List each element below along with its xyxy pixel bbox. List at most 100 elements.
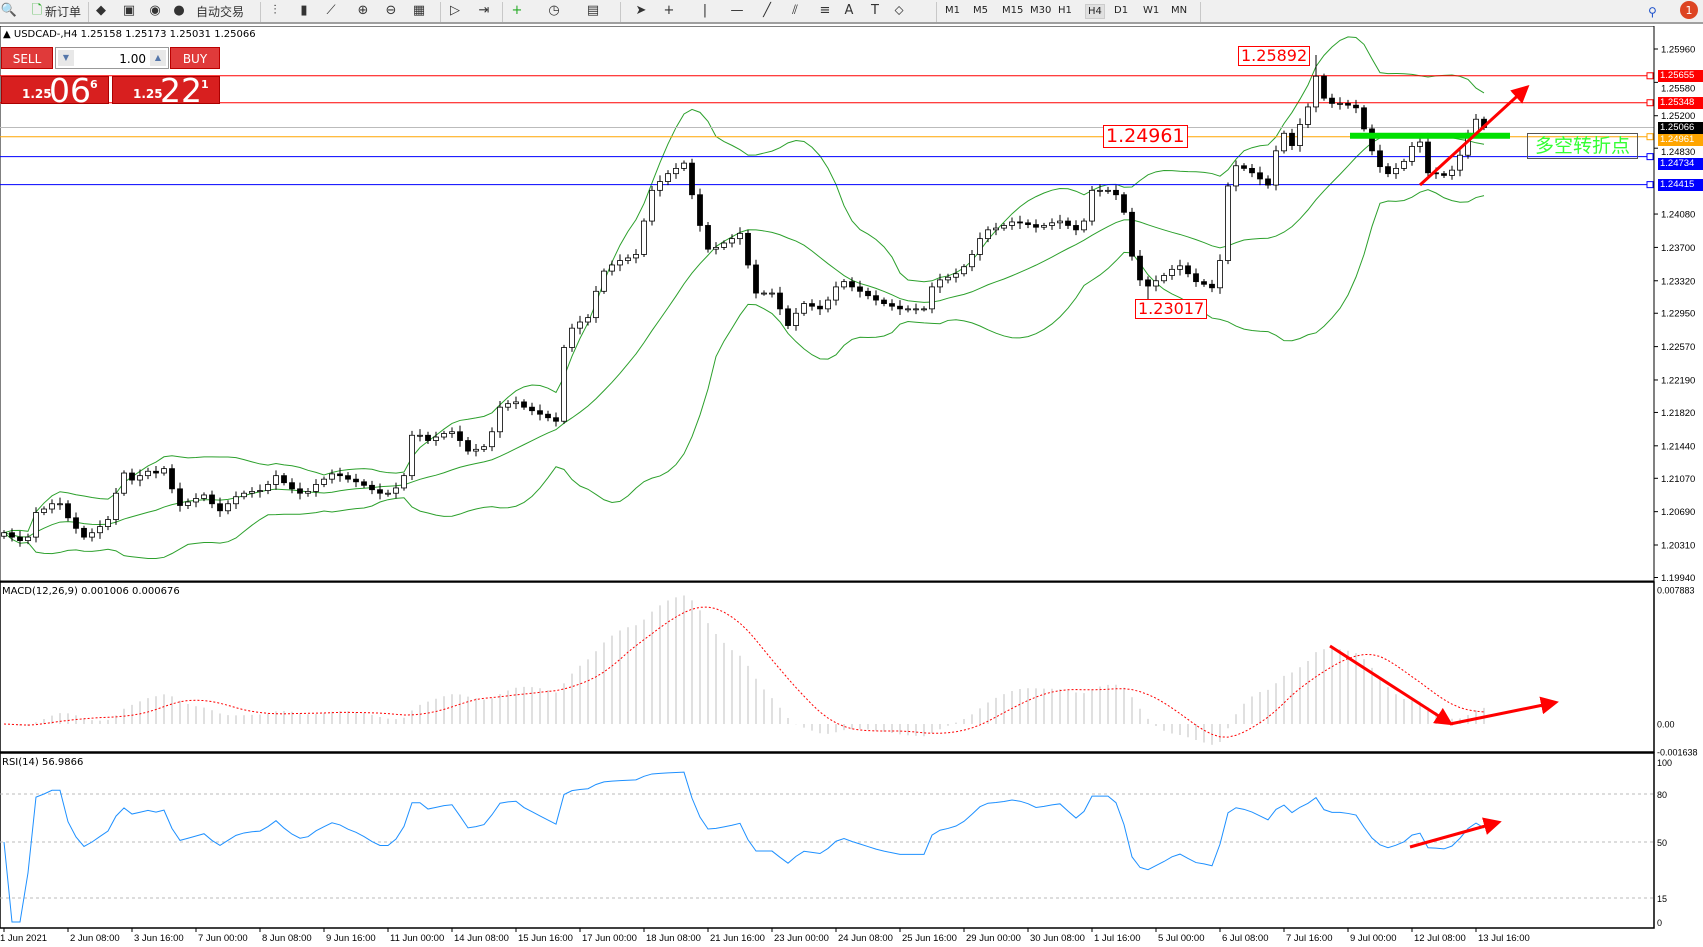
indicators-icon[interactable]: + [511,3,523,18]
candle-body [177,488,183,506]
chart-shift-icon[interactable]: ⇥ [478,3,490,18]
timeframe-m1[interactable]: M1 [945,5,960,16]
equidistant-channel-icon[interactable]: ⫽ [792,3,798,18]
candle [337,467,343,482]
candle-body [1217,260,1223,289]
bar-chart-icon[interactable]: ⫶ [273,3,277,18]
chart-window[interactable]: 1.25960 1.25580 1.25200 1.24830 1.24080 1.237… [0,25,1703,944]
trendline-icon[interactable]: ╱ [763,3,771,18]
candle-body [753,264,759,294]
candle [1065,217,1071,229]
candlestick-icon[interactable]: ▮ [300,3,308,18]
cursor-icon[interactable]: ➤ [635,3,647,18]
pivot-text-label[interactable]: 多空转折点 [1527,133,1638,159]
candle-body [1321,75,1327,99]
auto-trading-icon[interactable]: ● [173,3,185,18]
text-label-icon[interactable]: T [871,3,879,18]
candle-body [665,173,671,182]
pivot-price-label[interactable]: 1.24961 [1103,125,1188,148]
signal-icon[interactable]: ◉ [149,3,161,18]
arrows-icon[interactable]: ⬦ [894,3,904,18]
tile-windows-icon[interactable]: ▦ [412,3,426,18]
notifications-badge[interactable]: 1 [1680,1,1698,19]
sell-price[interactable]: 1.25 06 6 [1,71,109,110]
candle [233,491,239,510]
candle [553,412,559,427]
candle [1265,175,1271,189]
candle-body [1161,275,1167,282]
timeframe-w1[interactable]: W1 [1143,5,1160,16]
candle [697,188,703,232]
time-label: 12 Jul 08:00 [1414,933,1466,944]
timeframe-m15[interactable]: M15 [1002,5,1024,16]
candle [1081,218,1087,233]
price-up-arrow [1418,84,1530,187]
candle-body [1265,178,1271,186]
candle [817,300,823,316]
zoom-out-icon[interactable]: ⊖ [385,3,397,18]
candle-body [89,532,95,538]
bb-middle-line [3,132,1485,538]
zoom-in-icon[interactable]: ⊕ [357,3,369,18]
fibonacci-icon[interactable]: ≡ [819,3,831,18]
high-price-label[interactable]: 1.25892 [1238,46,1311,66]
lot-size-input[interactable]: ▼ 1.00 ▲ [55,47,169,69]
auto-scroll-icon[interactable]: ▷ [450,3,460,18]
timeframe-mn[interactable]: MN [1171,5,1188,16]
candle [73,512,79,534]
candle-body [361,481,367,486]
candle-body [1033,224,1039,228]
buy-button[interactable]: BUY [170,47,220,69]
templates-icon[interactable]: ▤ [586,3,600,18]
candle-body [1289,132,1295,146]
time-label: 1 Jun 2021 [0,933,47,944]
candle [465,437,471,455]
candle-body [1393,167,1399,175]
candle-body [41,508,47,513]
new-order-icon[interactable]: 🗋 [31,3,43,18]
low-price-label[interactable]: 1.23017 [1135,299,1208,319]
candle-body [529,406,535,412]
timeframe-d1[interactable]: D1 [1114,5,1129,16]
chart-canvas[interactable]: 1.25960 1.25580 1.25200 1.24830 1.24080 1.237… [0,25,1703,944]
candle-body [65,503,71,519]
candle-body [409,434,415,477]
timeframe-h1[interactable]: H1 [1058,5,1072,16]
vertical-line-icon[interactable]: | [702,3,708,18]
price-tick-label: 1.25580 [1661,83,1695,94]
time-label: 2 Jun 08:00 [70,933,120,944]
crosshair-icon[interactable]: + [663,3,675,18]
buy-price[interactable]: 1.25 22 1 [112,71,220,110]
timeframe-m30[interactable]: M30 [1030,5,1052,16]
candle-body [657,181,663,191]
line-chart-icon[interactable]: ⟋ [326,3,336,18]
candle [97,520,103,539]
auto-trading-button[interactable]: 自动交易 [196,5,245,19]
decrease-lot-icon[interactable]: ▼ [58,50,74,66]
horizontal-line-icon[interactable]: — [730,3,744,18]
terminal-icon[interactable]: ▣ [122,3,136,18]
periods-icon[interactable]: ◷ [548,3,560,18]
sell-button[interactable]: SELL [1,47,53,69]
candle-body [681,162,687,169]
candle [457,425,463,447]
macd-title: MACD(12,26,9) 0.001006 0.000676 [2,586,180,597]
zoom-icon[interactable]: 🔍 [0,3,18,18]
collapse-triangle-icon[interactable]: ▲ [3,29,14,40]
candle-body [9,532,15,538]
candle-body [297,488,303,494]
level-handle [1646,99,1654,107]
time-label: 11 Jun 00:00 [390,933,444,944]
search-icon[interactable]: ⚲ [1648,4,1657,19]
new-order-button[interactable]: 新订单 [45,5,82,19]
candle [537,404,543,421]
timeframe-m5[interactable]: M5 [973,5,988,16]
text-icon[interactable]: A [844,3,854,18]
timeframe-h4[interactable]: H4 [1085,4,1105,19]
rsi-tick-label: 50 [1657,838,1667,848]
toolbar-separator [502,2,503,22]
increase-lot-icon[interactable]: ▲ [150,50,166,66]
candle-body [961,266,967,275]
candle [561,344,567,424]
history-icon[interactable]: ◆ [96,3,106,18]
